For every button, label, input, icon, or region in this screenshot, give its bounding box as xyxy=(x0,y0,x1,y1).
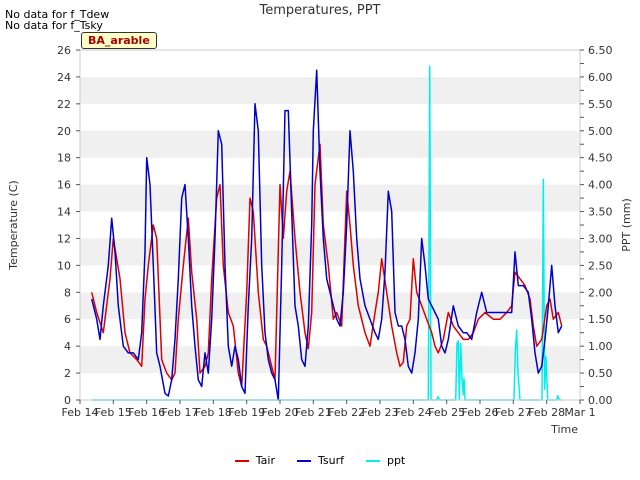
chart-title: Temperatures, PPT xyxy=(259,3,381,18)
y-tick-label: 14 xyxy=(57,206,71,219)
legend-label-tair: Tair xyxy=(255,454,275,467)
y2-tick-label: 5.00 xyxy=(588,125,613,138)
legend-item-ppt: ppt xyxy=(365,454,406,467)
grid-band xyxy=(80,319,580,347)
x-tick-label: Feb 23 xyxy=(362,406,399,419)
x-tick-label: Feb 14 xyxy=(62,406,99,419)
y-tick-label: 24 xyxy=(57,71,71,84)
y2-axis-label: PPT (mm) xyxy=(620,198,633,252)
grid-band xyxy=(80,292,580,320)
x-tick-label: Feb 22 xyxy=(328,406,365,419)
y2-tick-label: 3.50 xyxy=(588,206,613,219)
y-tick-label: 12 xyxy=(57,232,71,245)
y2-tick-label: 6.00 xyxy=(588,71,613,84)
y-tick-label: 2 xyxy=(64,367,71,380)
legend-swatch-tsurf xyxy=(296,459,311,462)
x-axis-label: Time xyxy=(550,423,578,436)
grid-band xyxy=(80,50,580,77)
no-data-note: No data for f_Tsky xyxy=(5,19,103,32)
legend-item-tair: Tair xyxy=(234,454,275,467)
y2-tick-label: 4.50 xyxy=(588,152,613,165)
no-data-note: No data for f_Tdew xyxy=(5,8,110,21)
x-tick-label: Feb 28 xyxy=(528,406,565,419)
y-tick-label: 0 xyxy=(64,394,71,407)
y-tick-label: 22 xyxy=(57,98,71,111)
legend-item-tsurf: Tsurf xyxy=(296,454,344,467)
x-tick-label: Feb 15 xyxy=(95,406,132,419)
y2-tick-label: 6.50 xyxy=(588,44,613,57)
legend-swatch-ppt xyxy=(365,459,380,462)
grid-band xyxy=(80,157,580,185)
y2-tick-label: 1.50 xyxy=(588,313,613,326)
grid-band xyxy=(80,76,580,104)
x-tick-label: Feb 25 xyxy=(428,406,465,419)
x-tick-label: Mar 1 xyxy=(564,406,595,419)
grid-band xyxy=(80,211,580,239)
series-line-tair xyxy=(90,143,563,388)
x-tick-label: Feb 20 xyxy=(262,406,299,419)
x-tick-label: Feb 16 xyxy=(128,406,165,419)
y2-tick-label: 3.00 xyxy=(588,232,613,245)
grid-bands xyxy=(80,50,580,400)
x-tick-label: Feb 27 xyxy=(495,406,532,419)
y2-tick-label: 1.00 xyxy=(588,340,613,353)
y-axis-label: Temperature (C) xyxy=(7,180,20,270)
x-tick-label: Feb 26 xyxy=(462,406,499,419)
grid-band xyxy=(80,184,580,212)
y2-tick-label: 4.00 xyxy=(588,179,613,192)
y-tick-label: 20 xyxy=(57,125,71,138)
x-tick-label: Feb 18 xyxy=(195,406,232,419)
legend-label-ppt: ppt xyxy=(386,454,406,467)
grid-band xyxy=(80,373,580,400)
grid-band xyxy=(80,130,580,158)
x-tick-label: Feb 24 xyxy=(395,406,432,419)
y-tick-label: 6 xyxy=(64,313,71,326)
x-tick-label: Feb 19 xyxy=(228,406,265,419)
site-badge: BA_arable xyxy=(81,32,157,49)
grid-band xyxy=(80,346,580,374)
grid-band xyxy=(80,103,580,131)
y2-tick-label: 5.50 xyxy=(588,98,613,111)
legend: Tair Tsurf ppt xyxy=(0,454,640,467)
y-tick-label: 10 xyxy=(57,259,71,272)
y-axis-right: 0.00 0.50 1.00 1.50 2.00 2.50 3.00 3.50 4.00 4.50… xyxy=(580,44,613,407)
y-tick-label: 8 xyxy=(64,286,71,299)
grid-band xyxy=(80,238,580,266)
x-tick-label: Feb 21 xyxy=(295,406,332,419)
legend-label-tsurf: Tsurf xyxy=(317,454,344,467)
legend-swatch-tair xyxy=(234,459,249,462)
y-tick-label: 18 xyxy=(57,152,71,165)
y-tick-label: 16 xyxy=(57,179,71,192)
y-tick-label: 4 xyxy=(64,340,71,353)
y2-tick-label: 2.00 xyxy=(588,286,613,299)
y2-tick-label: 0.50 xyxy=(588,367,613,380)
y-tick-label: 26 xyxy=(57,44,71,57)
series-line-tsurf xyxy=(90,69,563,401)
y2-tick-label: 2.50 xyxy=(588,259,613,272)
x-tick-label: Feb 17 xyxy=(162,406,199,419)
y2-tick-label: 0.00 xyxy=(588,394,613,407)
